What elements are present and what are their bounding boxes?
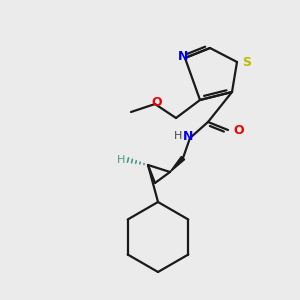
Text: H: H <box>174 131 182 141</box>
Text: H: H <box>117 155 125 165</box>
Text: O: O <box>234 124 244 137</box>
Text: S: S <box>242 56 251 70</box>
Text: N: N <box>178 50 188 64</box>
Text: N: N <box>183 130 193 142</box>
Text: O: O <box>152 95 162 109</box>
Polygon shape <box>170 157 184 172</box>
